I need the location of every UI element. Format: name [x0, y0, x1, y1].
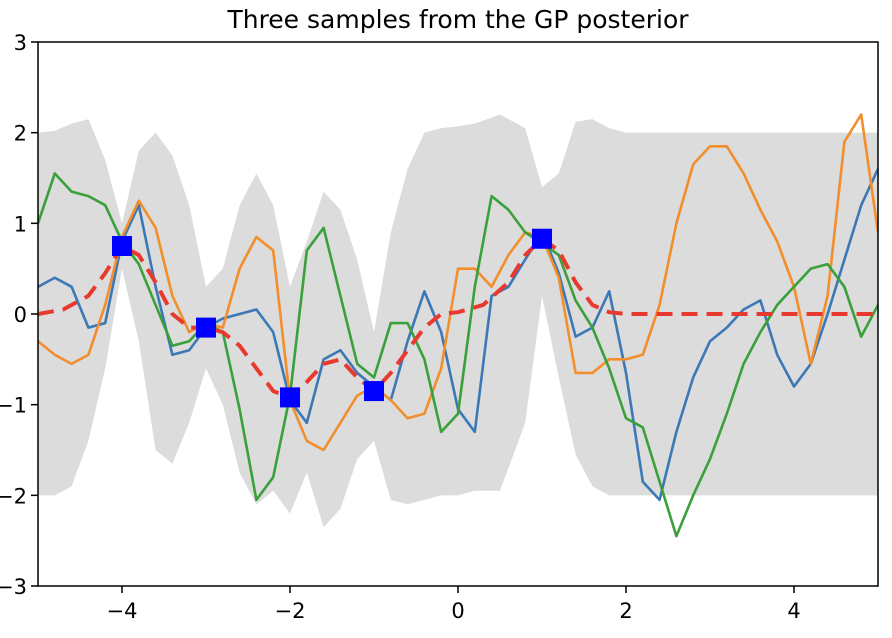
- y-tick-label: 2: [14, 122, 27, 146]
- y-tick-label: −1: [0, 394, 27, 418]
- y-tick-label: −3: [0, 575, 27, 599]
- x-tick-label: 0: [451, 599, 464, 623]
- x-tick-label: −2: [275, 599, 306, 623]
- chart-title: Three samples from the GP posterior: [226, 5, 689, 34]
- confidence-band: [38, 114, 878, 528]
- y-tick-label: −2: [0, 484, 27, 508]
- x-axis: −4 −2 0 2 4: [107, 586, 801, 623]
- x-tick-label: 4: [787, 599, 800, 623]
- y-tick-label: 0: [14, 303, 27, 327]
- y-tick-label: 3: [14, 31, 27, 55]
- x-tick-label: −4: [107, 599, 138, 623]
- observation-point: [364, 381, 384, 402]
- observation-point: [112, 236, 132, 256]
- sample-line-3: [38, 172, 878, 538]
- observation-point: [532, 228, 552, 249]
- x-tick-label: 2: [619, 599, 632, 623]
- observations-layer: [112, 228, 552, 408]
- sample-line-2: [38, 113, 878, 452]
- observation-point: [280, 387, 300, 408]
- y-axis: −3 −2 −1 0 1 2 3: [0, 31, 38, 599]
- confidence-band-layer: [38, 114, 878, 528]
- y-tick-label: 1: [14, 212, 27, 236]
- observation-point: [196, 317, 216, 338]
